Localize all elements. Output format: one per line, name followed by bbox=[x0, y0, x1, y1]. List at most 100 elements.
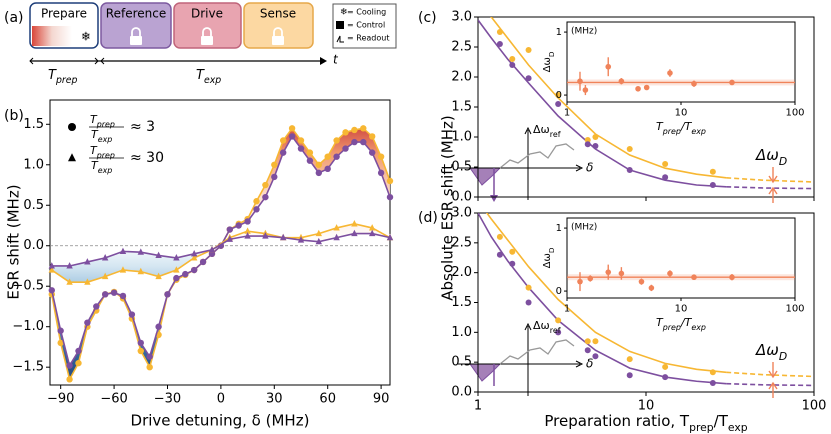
subscript: prep bbox=[662, 127, 681, 136]
marker bbox=[190, 254, 198, 261]
marker bbox=[667, 70, 673, 76]
fit-line bbox=[726, 186, 814, 190]
stage-label: Drive bbox=[191, 7, 223, 21]
marker bbox=[279, 149, 287, 156]
marker bbox=[315, 237, 322, 245]
marker bbox=[253, 206, 260, 213]
y-tick-label: 0.5 bbox=[451, 160, 472, 175]
marker bbox=[662, 161, 669, 167]
marker bbox=[525, 299, 532, 306]
text-part: Preparation ratio, T bbox=[544, 412, 690, 430]
marker bbox=[555, 101, 562, 107]
marker bbox=[137, 339, 144, 347]
x-tick-label: 10 bbox=[675, 304, 688, 315]
x-tick-label: 100 bbox=[785, 108, 804, 119]
marker bbox=[605, 63, 612, 70]
fit-line bbox=[478, 213, 727, 385]
marker bbox=[271, 173, 278, 181]
marker bbox=[48, 287, 55, 294]
text-part: Δω bbox=[542, 57, 553, 72]
subscript: prep bbox=[662, 323, 681, 332]
stage-box bbox=[100, 2, 172, 49]
x-tick-label: 0 bbox=[217, 391, 225, 406]
subscript: D bbox=[547, 51, 556, 57]
marker bbox=[333, 233, 340, 241]
inset-y-label: ΔωD bbox=[542, 247, 556, 268]
x-tick-label: 30 bbox=[266, 391, 283, 406]
marker bbox=[496, 251, 503, 258]
y-tick-label: 2.5 bbox=[451, 235, 472, 250]
sketch-curve bbox=[499, 339, 575, 365]
legend-label: = Readout bbox=[347, 34, 389, 43]
marker bbox=[729, 79, 735, 86]
marker bbox=[351, 229, 358, 237]
marker bbox=[648, 285, 655, 291]
marker bbox=[208, 245, 216, 253]
marker bbox=[333, 224, 340, 231]
marker bbox=[592, 338, 599, 345]
inset-x-label: Tprep/Texp bbox=[656, 120, 706, 136]
x-tick-label: −60 bbox=[100, 391, 127, 406]
subscript: D bbox=[779, 350, 787, 363]
readout-icon bbox=[336, 35, 344, 43]
y-tick-label: 3.0 bbox=[451, 10, 472, 25]
y-tick-label: 0.0 bbox=[451, 190, 472, 205]
y-tick-label: 2.0 bbox=[451, 265, 472, 280]
y-tick-label: 3.0 bbox=[451, 206, 472, 221]
subscript: ref bbox=[550, 326, 561, 335]
marker bbox=[368, 149, 376, 156]
marker bbox=[279, 137, 287, 144]
subscript: prep bbox=[96, 120, 115, 129]
inset-y-unit: (MHz) bbox=[571, 223, 597, 233]
marker bbox=[729, 274, 735, 281]
y-tick-label: 1 bbox=[556, 223, 562, 234]
sketch-label: Δωref bbox=[533, 123, 561, 139]
marker bbox=[709, 380, 716, 387]
y-tick-label: 0.0 bbox=[451, 385, 472, 400]
marker bbox=[226, 235, 233, 242]
legend-label: ≈ 3 bbox=[130, 119, 155, 135]
marker bbox=[271, 161, 278, 168]
control-icon bbox=[336, 21, 344, 29]
marker bbox=[525, 284, 532, 291]
marker bbox=[235, 222, 242, 229]
x-tick-label: 1 bbox=[474, 398, 482, 413]
marker bbox=[582, 87, 589, 93]
marker bbox=[360, 138, 367, 146]
marker bbox=[509, 260, 516, 267]
x-axis-label: Preparation ratio, Tprep/Texp bbox=[544, 412, 747, 434]
marker bbox=[119, 247, 127, 254]
marker bbox=[555, 92, 562, 98]
marker bbox=[262, 193, 269, 201]
cooling-icon: ❄ bbox=[340, 8, 348, 18]
marker bbox=[342, 145, 349, 152]
inset-bg bbox=[567, 218, 795, 298]
inset-x-label: Tprep/Texp bbox=[656, 316, 706, 332]
marker bbox=[643, 84, 650, 91]
marker bbox=[137, 347, 144, 355]
marker bbox=[119, 292, 127, 300]
marker bbox=[592, 143, 599, 149]
marker bbox=[351, 220, 358, 227]
marker bbox=[386, 177, 394, 185]
shading bbox=[51, 128, 390, 380]
legend-marker bbox=[68, 123, 76, 131]
subscript: D bbox=[547, 247, 556, 253]
y-tick-label: 1.0 bbox=[451, 325, 472, 340]
marker bbox=[137, 267, 144, 275]
stage-label: Prepare bbox=[41, 7, 87, 21]
marker bbox=[48, 266, 55, 273]
sketch-label: Δωref bbox=[533, 319, 561, 335]
subscript: exp bbox=[691, 127, 706, 136]
marker bbox=[377, 153, 385, 160]
legend-label: = Cooling bbox=[347, 8, 386, 17]
marker bbox=[496, 233, 503, 240]
subscript: prep bbox=[96, 151, 115, 160]
marker bbox=[368, 224, 376, 231]
marker bbox=[226, 226, 233, 233]
marker bbox=[386, 193, 394, 201]
marker bbox=[592, 134, 599, 140]
marker bbox=[667, 270, 673, 277]
y-axis-label: ESR shift (MHz) bbox=[5, 184, 23, 299]
